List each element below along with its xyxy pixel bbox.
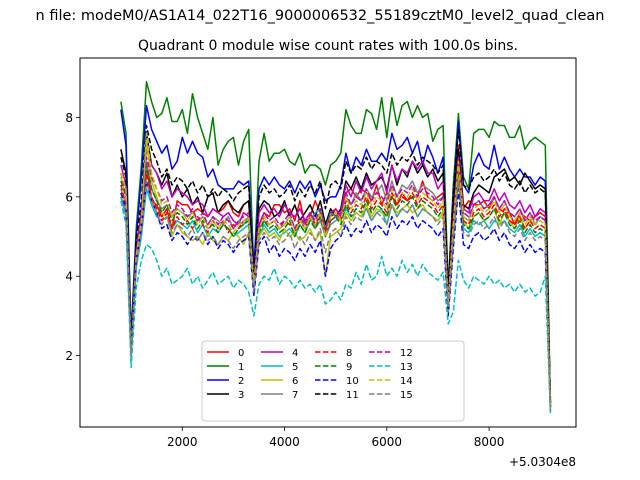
legend-label-11: 11 <box>346 390 359 401</box>
figure-suptitle: n file: modeM0/AS1A14_022T16_9000006532_… <box>36 8 605 24</box>
legend-label-0: 0 <box>238 348 244 359</box>
legend-label-4: 4 <box>292 348 298 359</box>
legend-label-14: 14 <box>400 376 413 387</box>
x-tick-label: 2000 <box>167 435 198 449</box>
legend-label-12: 12 <box>400 348 413 359</box>
legend-label-15: 15 <box>400 390 413 401</box>
y-tick-label: 4 <box>65 270 73 284</box>
legend-label-13: 13 <box>400 362 413 373</box>
axes: 2000 4000 6000 8000 2 4 6 8 <box>65 111 504 449</box>
series-line-11 <box>120 124 552 404</box>
y-tick-label: 2 <box>65 349 73 363</box>
axes-frame <box>79 57 577 428</box>
series-line-14 <box>120 132 552 408</box>
series-line-10 <box>120 180 552 412</box>
legend-label-2: 2 <box>238 376 244 387</box>
legend-label-1: 1 <box>238 362 244 373</box>
legend-label-7: 7 <box>292 390 298 401</box>
series-line-12 <box>120 156 552 408</box>
x-tick-label: 4000 <box>269 435 300 449</box>
legend-label-8: 8 <box>346 348 352 359</box>
series-line-1 <box>120 81 552 404</box>
legend-label-3: 3 <box>238 390 244 401</box>
y-tick-label: 6 <box>65 190 73 204</box>
series-line-9 <box>120 164 552 408</box>
x-offset-label: +5.0304e8 <box>509 455 576 469</box>
legend-label-5: 5 <box>292 362 298 373</box>
x-tick-label: 6000 <box>372 435 403 449</box>
plot-area <box>120 81 552 414</box>
chart-title: Quadrant 0 module wise count rates with … <box>138 38 518 54</box>
series-line-5 <box>120 176 552 412</box>
legend-label-6: 6 <box>292 376 298 387</box>
legend-label-9: 9 <box>346 362 352 373</box>
series-line-15 <box>120 180 552 412</box>
legend-label-10: 10 <box>346 376 359 387</box>
legend-box <box>201 340 465 422</box>
series-line-6 <box>120 140 552 408</box>
series-line-2 <box>120 104 552 408</box>
x-tick-label: 8000 <box>474 435 505 449</box>
y-tick-label: 8 <box>65 111 73 125</box>
series-line-13 <box>120 200 552 414</box>
